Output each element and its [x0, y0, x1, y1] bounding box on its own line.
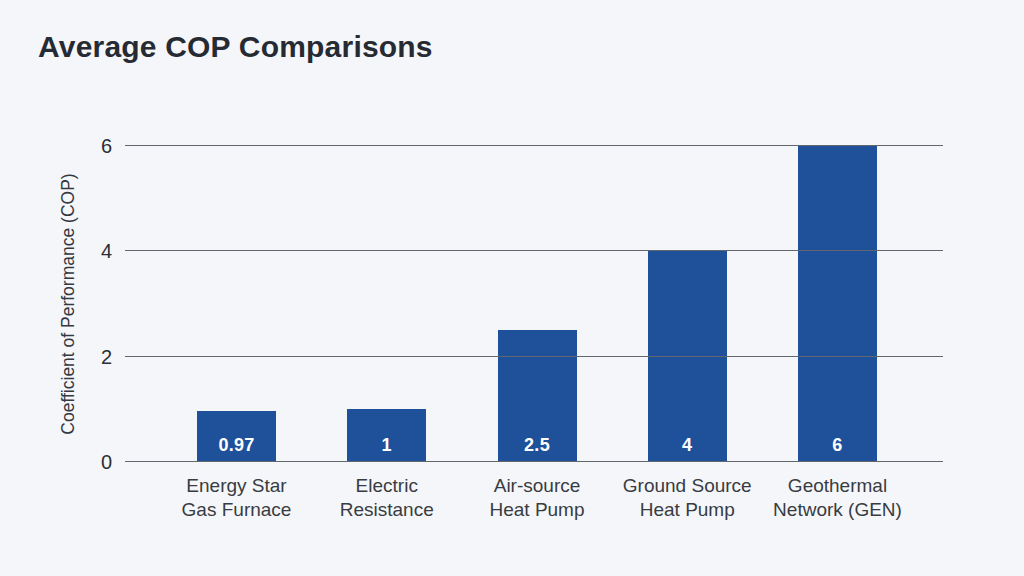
- y-tick-label: 0: [101, 451, 112, 474]
- bar: 0.97: [197, 411, 276, 462]
- chart-title: Average COP Comparisons: [38, 30, 433, 64]
- bar-value-label: 6: [798, 435, 877, 456]
- bar: 6: [798, 146, 877, 462]
- x-category-label: Geothermal Network (GEN): [743, 474, 933, 523]
- bar: 1: [347, 409, 426, 462]
- bar-value-label: 2.5: [498, 435, 577, 456]
- bar-value-label: 4: [648, 435, 727, 456]
- chart-slide: Average COP Comparisons Coefficient of P…: [0, 0, 1024, 576]
- y-tick-label: 4: [101, 240, 112, 263]
- y-tick-label: 6: [101, 135, 112, 158]
- y-axis-label: Coefficient of Performance (COP): [58, 173, 79, 434]
- bar: 4: [648, 251, 727, 462]
- bar: 2.5: [498, 330, 577, 462]
- bar-chart-plot-area: Coefficient of Performance (COP) 0.97Ene…: [125, 146, 943, 462]
- bar-value-label: 1: [347, 435, 426, 456]
- bars-layer: 0.97Energy Star Gas Furnace1Electric Res…: [125, 146, 943, 462]
- bar-value-label: 0.97: [197, 435, 276, 456]
- y-tick-label: 2: [101, 345, 112, 368]
